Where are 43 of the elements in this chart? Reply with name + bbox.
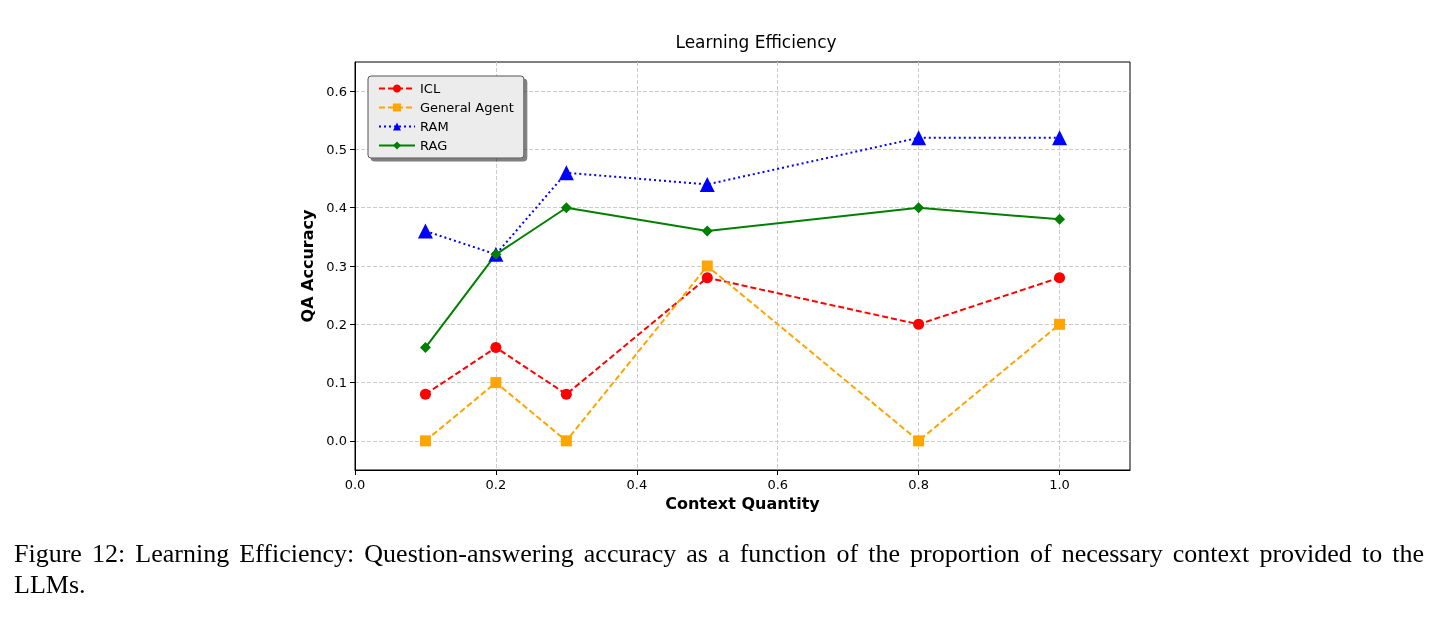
point bbox=[701, 260, 713, 272]
point bbox=[913, 202, 925, 214]
point bbox=[560, 435, 572, 447]
point bbox=[913, 435, 925, 447]
point bbox=[560, 388, 572, 400]
y-tick-label: 0.6 bbox=[326, 83, 347, 99]
y-tick-label: 0.3 bbox=[326, 258, 347, 274]
x-axis-title: Context Quantity bbox=[665, 494, 821, 514]
point bbox=[701, 225, 713, 237]
chart-title: Learning Efficiency bbox=[675, 31, 837, 52]
point bbox=[560, 202, 572, 214]
x-tick-label: 0.2 bbox=[485, 477, 507, 492]
y-tick-label: 0.0 bbox=[326, 433, 347, 449]
point bbox=[1054, 272, 1066, 284]
point bbox=[558, 165, 574, 181]
y-tick-label: 0.1 bbox=[326, 375, 347, 391]
point bbox=[699, 176, 715, 192]
point bbox=[701, 272, 713, 284]
point bbox=[419, 342, 431, 354]
x-tick-label: 1.0 bbox=[1049, 477, 1070, 492]
y-tick-label: 0.4 bbox=[326, 200, 347, 216]
y-tick-label: 0.2 bbox=[326, 316, 347, 332]
legend-label: RAG bbox=[420, 138, 448, 153]
x-tick-label: 0.8 bbox=[908, 477, 929, 492]
point bbox=[911, 130, 927, 146]
point bbox=[419, 435, 431, 447]
point bbox=[417, 223, 433, 239]
legend-label: ICL bbox=[420, 81, 441, 96]
x-tick-label: 0.4 bbox=[626, 477, 648, 492]
point bbox=[913, 318, 925, 330]
caption: Figure 12: Learning Efficiency: Question-answering accuracy as a function of the proportion of necessary context provided to the LLMs. bbox=[14, 538, 1424, 600]
legend-label: General Agent bbox=[420, 100, 514, 115]
legend-label: RAM bbox=[420, 119, 449, 134]
x-tick-label: 0.0 bbox=[344, 477, 366, 492]
y-axis-title: QA Accuracy bbox=[297, 208, 317, 323]
point bbox=[1054, 318, 1066, 330]
point bbox=[419, 388, 431, 400]
x-tick-label: 0.6 bbox=[767, 477, 789, 492]
point bbox=[1052, 130, 1068, 146]
point bbox=[490, 342, 502, 354]
point bbox=[1054, 213, 1066, 225]
y-tick-label: 0.5 bbox=[326, 141, 347, 157]
point bbox=[490, 377, 502, 389]
